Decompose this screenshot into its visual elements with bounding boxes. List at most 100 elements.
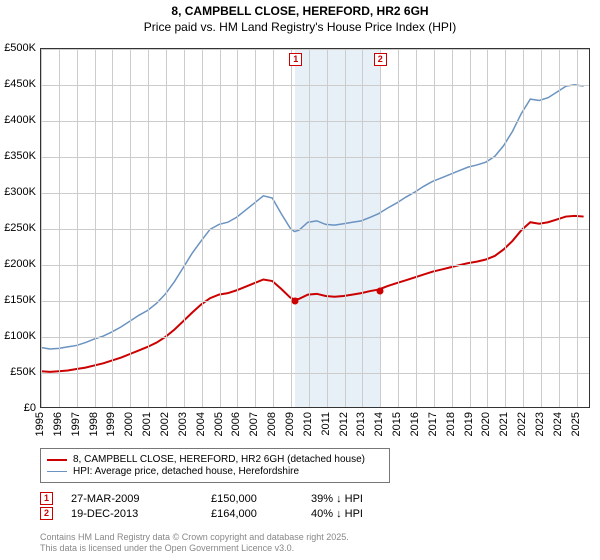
legend-swatch-subject [47,459,67,461]
sale-dot [376,287,383,294]
gridline-v [184,49,185,407]
legend-swatch-hpi [47,471,67,472]
gridline-v [220,49,221,407]
sale-date: 19-DEC-2013 [71,508,211,520]
sale-row: 2 19-DEC-2013 £164,000 40% ↓ HPI [40,507,431,520]
gridline-v [559,49,560,407]
x-tick-label: 2024 [552,412,564,436]
chart-flag-icon: 2 [374,53,387,66]
gridline-v [237,49,238,407]
y-tick-label: £150K [4,294,36,306]
x-tick-label: 2023 [534,412,546,436]
gridline-h [41,85,589,86]
chart-title-main: 8, CAMPBELL CLOSE, HEREFORD, HR2 6GH [0,4,600,18]
legend-row-subject: 8, CAMPBELL CLOSE, HEREFORD, HR2 6GH (de… [47,454,383,465]
chart-area: 12 £0£50K£100K£150K£200K£250K£300K£350K£… [40,48,590,408]
x-tick-label: 2022 [516,412,528,436]
x-tick-label: 2015 [391,412,403,436]
gridline-v [309,49,310,407]
legend-label-subject: 8, CAMPBELL CLOSE, HEREFORD, HR2 6GH (de… [73,454,365,465]
x-tick-label: 2009 [284,412,296,436]
sale-flag-icon: 1 [40,492,53,505]
gridline-h [41,121,589,122]
chart-lines-svg [41,49,589,407]
gridline-v [41,49,42,407]
gridline-h [41,193,589,194]
y-tick-label: £450K [4,78,36,90]
sales-table: 1 27-MAR-2009 £150,000 39% ↓ HPI 2 19-DE… [40,490,431,522]
gridline-h [41,229,589,230]
y-tick-label: £200K [4,258,36,270]
y-tick-label: £100K [4,330,36,342]
plot-border: 12 [40,48,590,408]
x-tick-label: 2021 [498,412,510,436]
gridline-h [41,157,589,158]
gridline-v [327,49,328,407]
y-tick-label: £250K [4,222,36,234]
x-tick-label: 2013 [355,412,367,436]
x-tick-label: 2004 [195,412,207,436]
gridline-v [95,49,96,407]
gridline-v [202,49,203,407]
footer-line1: Contains HM Land Registry data © Crown c… [40,532,349,543]
y-tick-label: £500K [4,42,36,54]
gridline-h [41,49,589,50]
gridline-v [59,49,60,407]
sale-delta: 40% ↓ HPI [311,508,431,520]
y-tick-label: £50K [10,366,36,378]
gridline-v [112,49,113,407]
gridline-v [577,49,578,407]
chart-flag-icon: 1 [289,53,302,66]
y-tick-label: £350K [4,150,36,162]
sale-dot [292,298,299,305]
sale-date: 27-MAR-2009 [71,493,211,505]
gridline-v [380,49,381,407]
gridline-v [398,49,399,407]
gridline-v [166,49,167,407]
sale-price: £164,000 [211,508,311,520]
gridline-v [255,49,256,407]
x-tick-label: 2003 [177,412,189,436]
legend-row-hpi: HPI: Average price, detached house, Here… [47,466,383,477]
x-tick-label: 2011 [320,412,332,436]
footer-line2: This data is licensed under the Open Gov… [40,543,349,554]
legend: 8, CAMPBELL CLOSE, HEREFORD, HR2 6GH (de… [40,448,390,483]
gridline-h [41,301,589,302]
x-tick-label: 2002 [159,412,171,436]
x-tick-label: 1999 [105,412,117,436]
x-tick-label: 2014 [373,412,385,436]
footer-attribution: Contains HM Land Registry data © Crown c… [40,532,349,554]
gridline-v [452,49,453,407]
chart-title-sub: Price paid vs. HM Land Registry's House … [0,20,600,34]
gridline-h [41,265,589,266]
x-tick-label: 1995 [34,412,46,436]
sale-flag-icon: 2 [40,507,53,520]
y-tick-label: £300K [4,186,36,198]
sale-price: £150,000 [211,493,311,505]
x-tick-label: 2008 [266,412,278,436]
gridline-v [130,49,131,407]
gridline-v [416,49,417,407]
gridline-v [487,49,488,407]
x-tick-label: 2000 [123,412,135,436]
x-tick-label: 2017 [427,412,439,436]
gridline-v [470,49,471,407]
sale-row: 1 27-MAR-2009 £150,000 39% ↓ HPI [40,492,431,505]
x-tick-label: 2007 [248,412,260,436]
y-tick-label: £400K [4,114,36,126]
x-tick-label: 2018 [445,412,457,436]
gridline-v [273,49,274,407]
x-tick-label: 2025 [570,412,582,436]
x-tick-label: 2001 [141,412,153,436]
gridline-v [523,49,524,407]
gridline-v [345,49,346,407]
gridline-h [41,337,589,338]
chart-title-block: 8, CAMPBELL CLOSE, HEREFORD, HR2 6GH Pri… [0,0,600,34]
gridline-v [362,49,363,407]
series-line-subject [41,216,584,372]
x-tick-label: 2020 [480,412,492,436]
x-tick-label: 1998 [88,412,100,436]
x-tick-label: 2006 [230,412,242,436]
gridline-v [148,49,149,407]
gridline-v [541,49,542,407]
